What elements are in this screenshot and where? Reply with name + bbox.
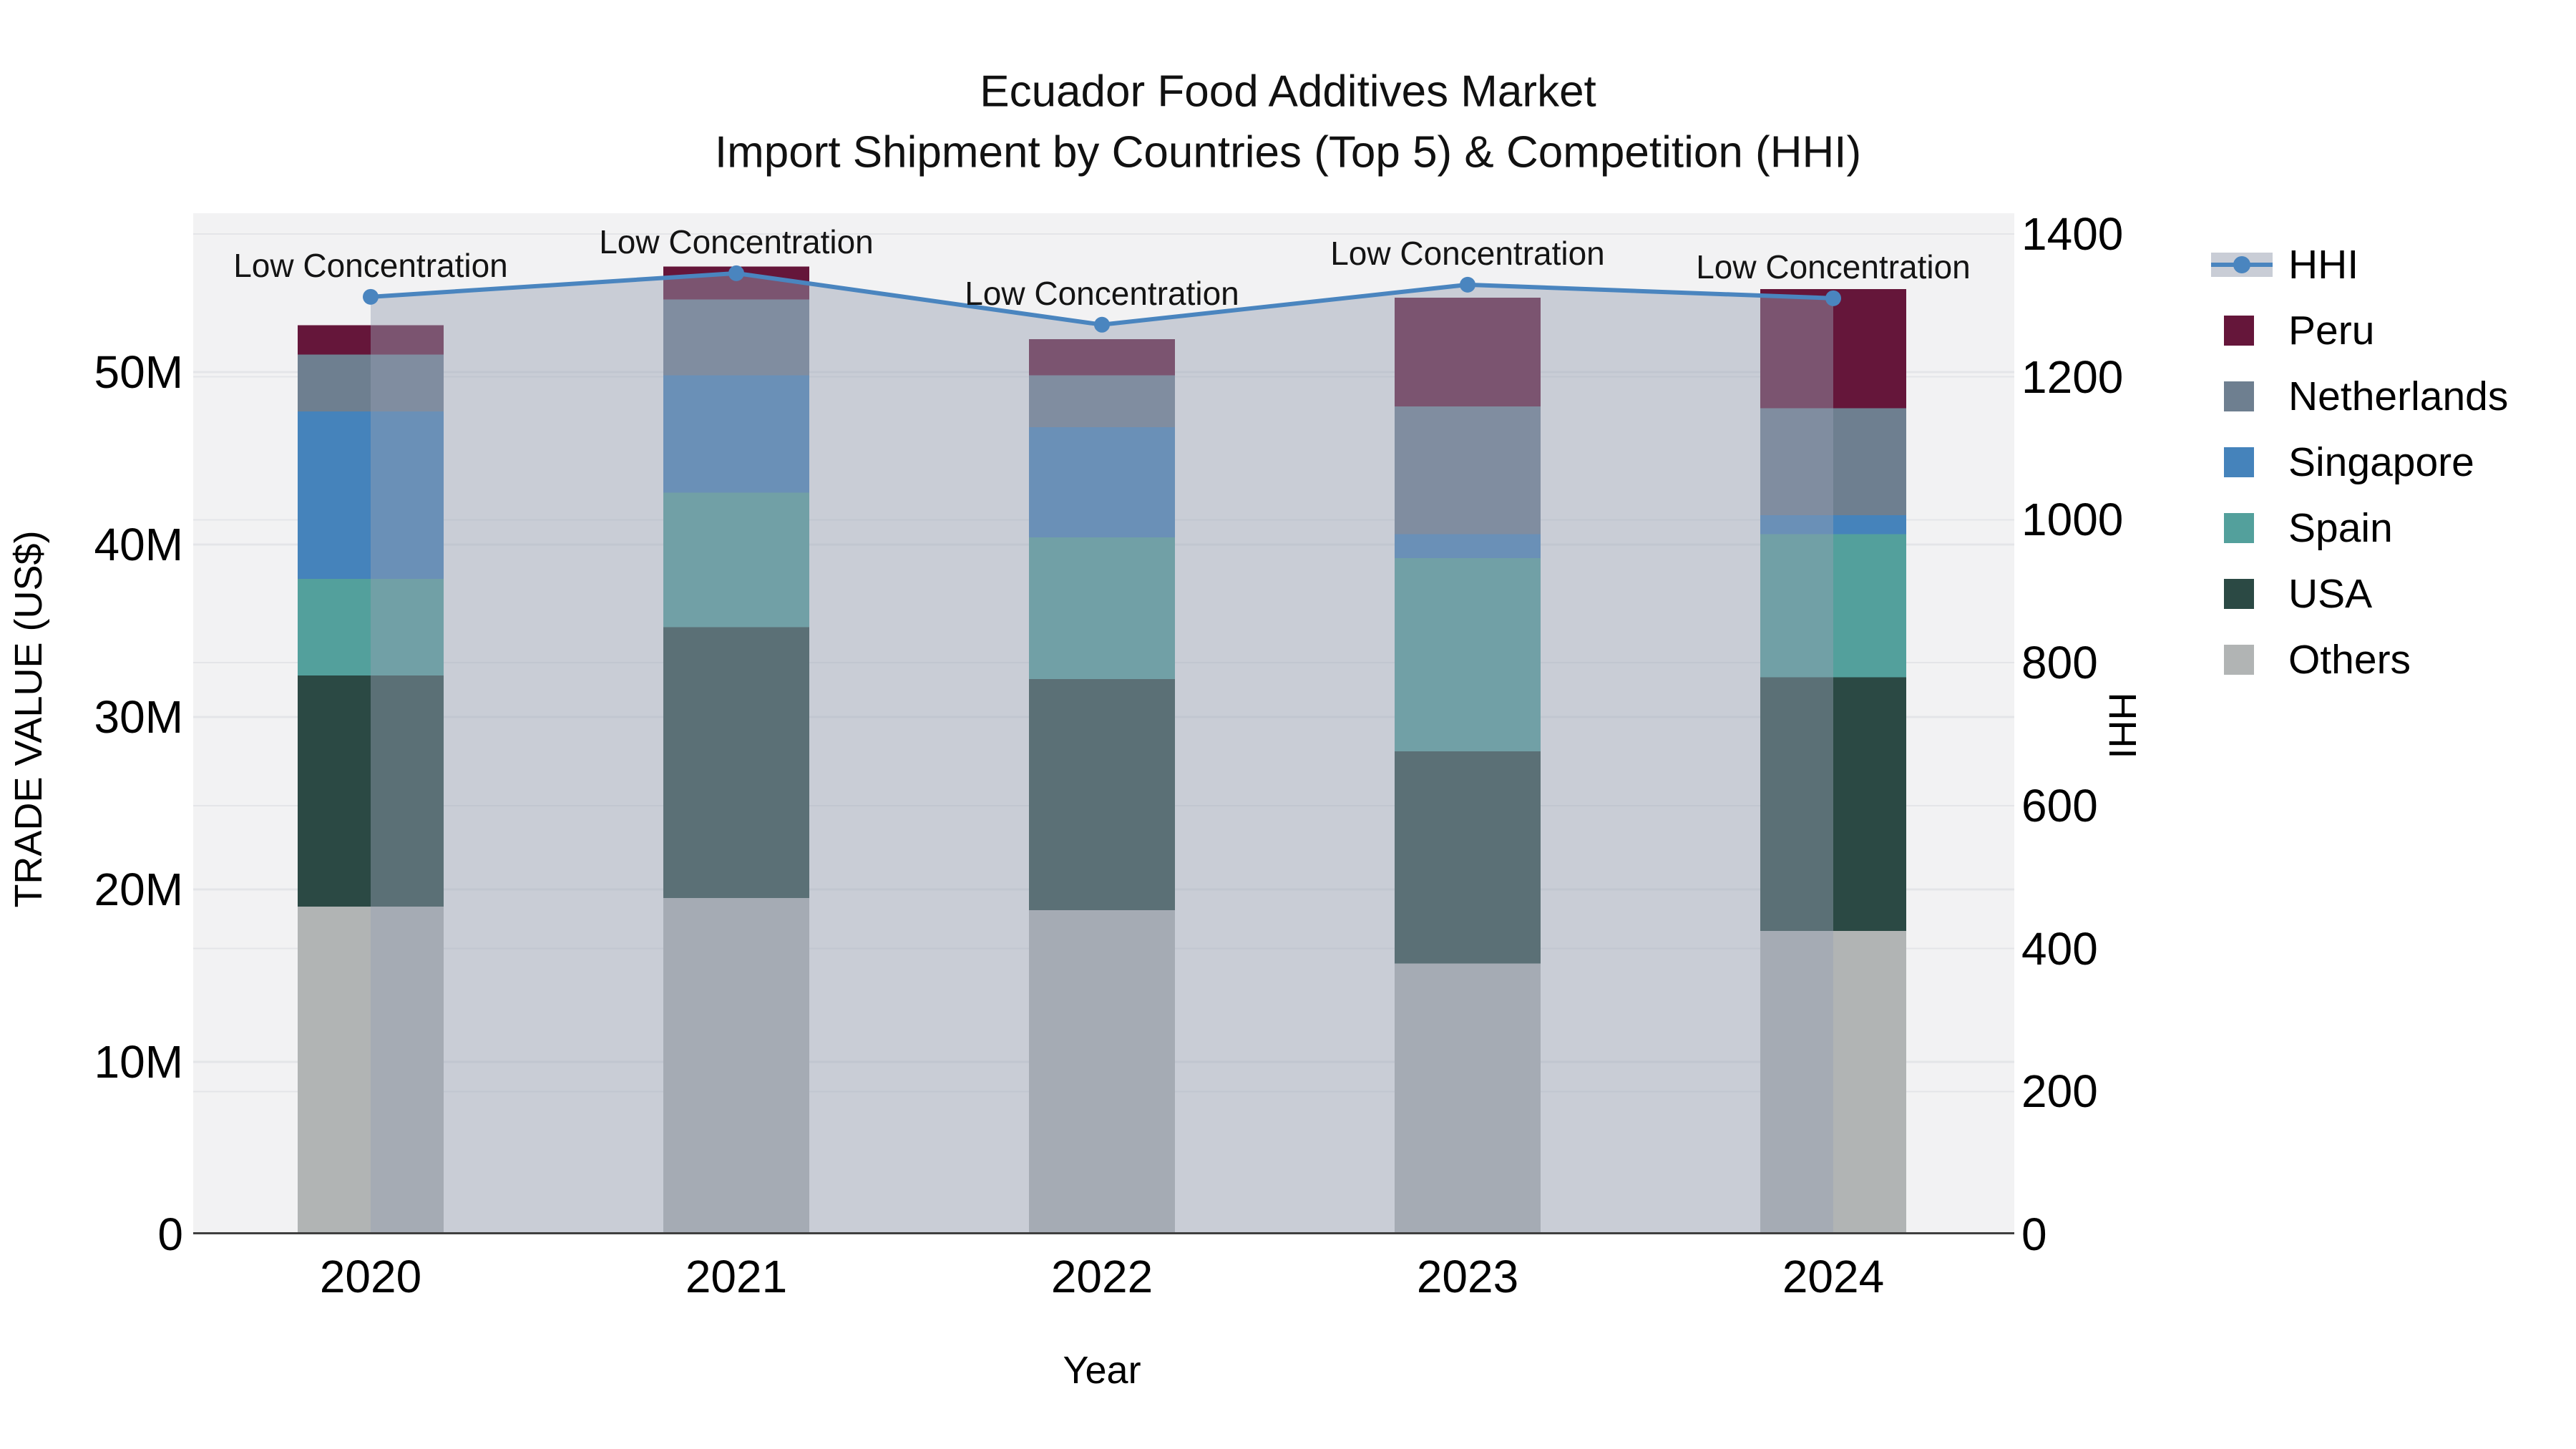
hhi-marker-2020 <box>363 288 379 305</box>
annotation-2023: Low Concentration <box>1330 235 1605 272</box>
legend-label-spain: Spain <box>2288 505 2393 551</box>
plot-area: Low Concentration Low Concentration Low Co… <box>193 213 2014 1234</box>
y-left-tick-10M: 10M <box>94 1035 184 1088</box>
annotation-2020: Low Concentration <box>233 247 508 284</box>
y-right-axis-title: HHI <box>2101 692 2144 759</box>
bar-segment-others-2024 <box>1760 930 1906 1234</box>
y-right-tick-400: 400 <box>2021 922 2098 975</box>
y-right-tick-800: 800 <box>2021 637 2098 689</box>
bar-segment-peru-2022 <box>1029 338 1175 376</box>
x-tick-2022: 2022 <box>1050 1251 1153 1302</box>
legend-item-hhi: HHI <box>2208 232 2508 298</box>
bar-segment-usa-2023 <box>1395 751 1541 964</box>
legend-item-netherlands: Netherlands <box>2208 364 2508 429</box>
hhi-marker-2023 <box>1460 276 1475 293</box>
annotation-2022: Low Concentration <box>965 275 1239 312</box>
legend-color-swatch-spain <box>2224 513 2254 543</box>
bar-segment-spain-2024 <box>1760 534 1906 678</box>
legend-item-spain: Spain <box>2208 495 2508 561</box>
bar-segment-others-2023 <box>1395 963 1541 1234</box>
bar-segment-usa-2021 <box>663 627 809 898</box>
legend-color-swatch-singapore <box>2224 447 2254 477</box>
y-left-tick-50M: 50M <box>94 346 184 398</box>
y-left-tick-20M: 20M <box>94 863 184 915</box>
y-left-tick-40M: 40M <box>94 518 184 570</box>
bar-segment-netherlands-2022 <box>1029 375 1175 427</box>
y-left-tick-30M: 30M <box>94 691 184 743</box>
bar-segment-others-2022 <box>1029 909 1175 1234</box>
y-right-tick-1200: 1200 <box>2021 351 2124 403</box>
legend-swatch-col <box>2208 253 2288 277</box>
legend-color-swatch-netherlands <box>2224 381 2254 411</box>
hhi-marker-2021 <box>728 265 744 281</box>
legend-item-others: Others <box>2208 627 2508 693</box>
legend-label-hhi: HHI <box>2288 242 2359 288</box>
bar-segment-singapore-2023 <box>1395 534 1541 559</box>
bar-segment-singapore-2021 <box>663 375 809 493</box>
bar-segment-peru-2020 <box>298 325 444 355</box>
legend-swatch-col <box>2208 381 2288 411</box>
bar-segment-netherlands-2024 <box>1760 408 1906 515</box>
bar-segment-singapore-2020 <box>298 411 444 580</box>
hhi-area-fill <box>371 273 1833 1234</box>
bar-segment-others-2021 <box>663 897 809 1234</box>
bar-segment-netherlands-2020 <box>298 354 444 412</box>
hhi-marker-2022 <box>1094 316 1110 333</box>
y-right-tick-0: 0 <box>2021 1209 2047 1260</box>
x-axis-title: Year <box>1063 1349 1141 1392</box>
legend-item-peru: Peru <box>2208 298 2508 364</box>
bar-segment-spain-2021 <box>663 492 809 628</box>
legend-swatch-col <box>2208 513 2288 543</box>
legend-color-swatch-usa <box>2224 579 2254 609</box>
bar-segment-netherlands-2023 <box>1395 406 1541 535</box>
bar-segment-singapore-2024 <box>1760 514 1906 535</box>
chart-title-line1: Ecuador Food Additives Market <box>980 67 1596 117</box>
legend: HHI Peru Netherlands Singapore Spain USA Other… <box>2208 232 2508 693</box>
legend-label-usa: USA <box>2288 571 2373 617</box>
bar-segment-usa-2022 <box>1029 678 1175 910</box>
bar-segment-spain-2022 <box>1029 537 1175 679</box>
legend-color-swatch-peru <box>2224 316 2254 346</box>
bar-segment-spain-2020 <box>298 579 444 676</box>
legend-swatch-col <box>2208 316 2288 346</box>
y-right-tick-200: 200 <box>2021 1065 2098 1118</box>
bar-segment-usa-2024 <box>1760 677 1906 931</box>
chart-canvas: Low Concentration Low Concentration Low Co… <box>193 213 2014 1234</box>
y-left-tick-0: 0 <box>157 1209 183 1260</box>
x-tick-2023: 2023 <box>1416 1251 1519 1302</box>
y-right-tick-600: 600 <box>2021 779 2098 831</box>
legend-swatch-col <box>2208 645 2288 675</box>
bar-segment-peru-2024 <box>1760 289 1906 409</box>
legend-swatch-col <box>2208 579 2288 609</box>
legend-label-peru: Peru <box>2288 308 2375 353</box>
x-tick-2021: 2021 <box>685 1251 788 1302</box>
bar-segment-netherlands-2021 <box>663 299 809 376</box>
x-tick-2024: 2024 <box>1782 1251 1885 1302</box>
legend-label-singapore: Singapore <box>2288 439 2474 485</box>
bar-segment-others-2020 <box>298 907 444 1234</box>
legend-label-netherlands: Netherlands <box>2288 374 2509 419</box>
legend-item-singapore: Singapore <box>2208 429 2508 495</box>
bar-segment-peru-2023 <box>1395 298 1541 406</box>
y-right-tick-1400: 1400 <box>2021 208 2124 260</box>
legend-color-swatch-others <box>2224 645 2254 675</box>
annotation-2024: Low Concentration <box>1696 248 1971 286</box>
legend-swatch-col <box>2208 447 2288 477</box>
chart-title-line2: Import Shipment by Countries (Top 5) & C… <box>714 127 1862 177</box>
bar-segment-singapore-2022 <box>1029 426 1175 538</box>
hhi-marker-2024 <box>1825 290 1841 306</box>
legend-label-others: Others <box>2288 637 2411 683</box>
hhi-line-swatch-icon <box>2211 253 2273 277</box>
bar-segment-spain-2023 <box>1395 558 1541 752</box>
bar-segment-usa-2020 <box>298 675 444 907</box>
annotation-2021: Low Concentration <box>599 223 874 260</box>
x-tick-2020: 2020 <box>319 1251 422 1302</box>
hhi-swatch-marker-icon <box>2233 256 2250 273</box>
y-right-tick-1000: 1000 <box>2021 494 2124 546</box>
legend-item-usa: USA <box>2208 561 2508 627</box>
